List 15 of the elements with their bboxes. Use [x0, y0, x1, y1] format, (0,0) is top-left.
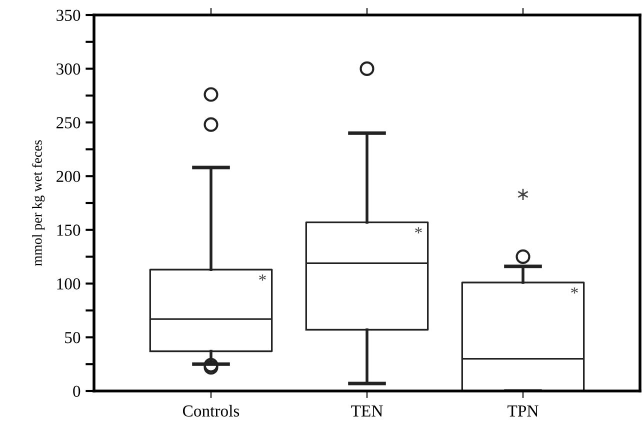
- y-tick-label: 100: [57, 278, 80, 290]
- y-tick-label: 0: [73, 386, 80, 397]
- y-tick-label: 250: [56, 117, 80, 128]
- x-tick-label: TPN: [508, 406, 538, 416]
- annotation: *: [259, 274, 266, 281]
- y-tick-label: 300: [56, 63, 80, 75]
- y-tick-label: 350: [56, 10, 80, 21]
- y-axis-title: mmol per kg wet feces: [32, 140, 45, 266]
- annotation: *: [415, 227, 422, 234]
- y-tick-label: 150: [57, 224, 80, 236]
- y-tick-label: 50: [65, 332, 80, 344]
- x-tick-label: TEN: [351, 406, 383, 416]
- y-tick-label: 200: [56, 170, 80, 182]
- x-tick-label: Controls: [182, 404, 240, 417]
- annotation: *: [571, 287, 578, 294]
